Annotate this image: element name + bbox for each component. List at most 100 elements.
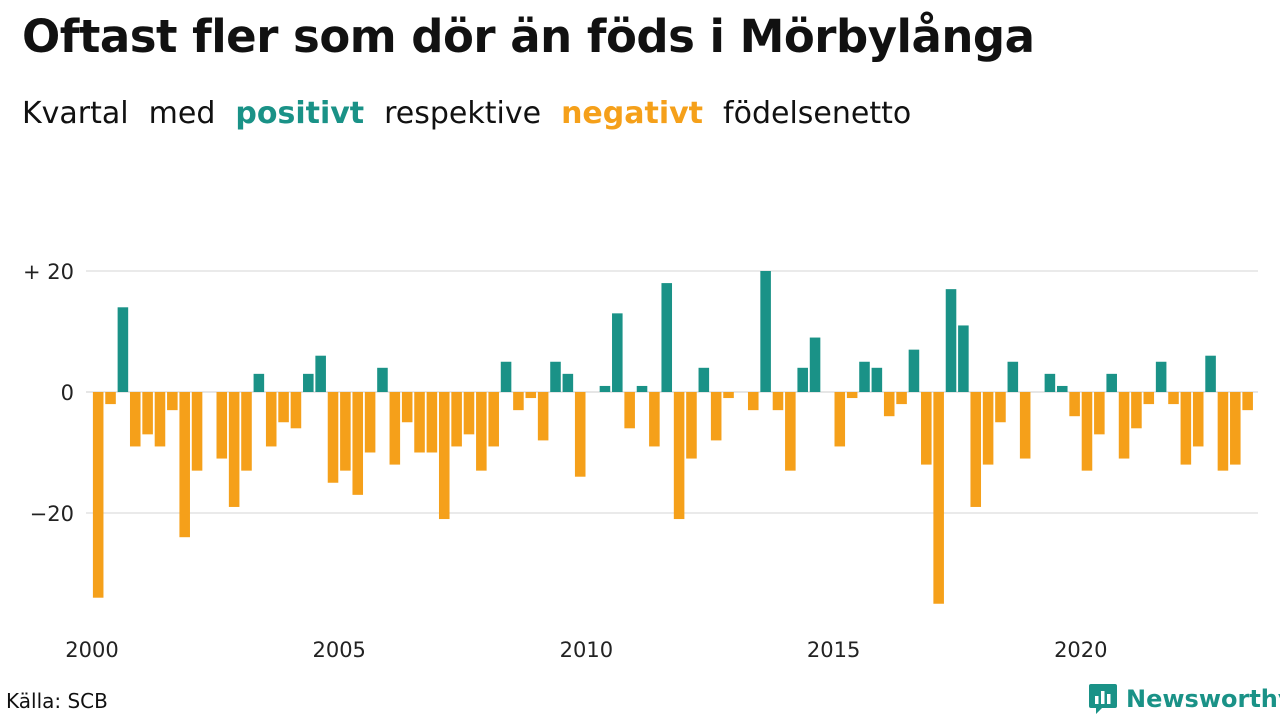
bar: [1106, 373, 1117, 392]
bar: [896, 392, 907, 405]
x-tick-label: 2010: [560, 638, 613, 662]
bar: [599, 385, 611, 392]
bar: [982, 392, 994, 465]
bar: [1155, 361, 1167, 392]
x-tick-label: 2020: [1054, 638, 1107, 662]
bar: [513, 392, 524, 411]
subtitle-word: respektive: [384, 96, 542, 131]
bar: [1180, 392, 1192, 465]
bar: [228, 392, 240, 507]
bar: [92, 392, 104, 598]
bar: [265, 392, 277, 447]
bar: [364, 392, 376, 453]
bar: [154, 392, 166, 447]
bar: [1081, 392, 1093, 471]
y-tick-label: + 20: [23, 260, 74, 284]
bar: [1131, 392, 1142, 429]
bar: [562, 373, 574, 392]
x-tick-label: 2000: [65, 638, 118, 662]
bar: [1205, 355, 1216, 392]
bar: [315, 355, 326, 392]
bar: [1069, 392, 1080, 417]
bar: [1118, 392, 1130, 459]
bar: [463, 392, 475, 435]
bar: [859, 361, 870, 392]
bar: [352, 392, 364, 495]
bar: [698, 367, 710, 392]
bar: [921, 392, 932, 465]
subtitle-word: Kvartal: [22, 96, 129, 131]
bar: [525, 392, 537, 399]
bar: [1007, 361, 1019, 392]
y-tick-label: 0: [61, 381, 74, 405]
bar: [747, 392, 759, 411]
bar: [142, 392, 153, 435]
bar: [241, 392, 252, 471]
bar: [1143, 392, 1155, 405]
bar: [649, 392, 660, 447]
bar: [488, 392, 499, 447]
bar: [883, 392, 895, 417]
bar: [970, 392, 982, 507]
bar: [129, 392, 141, 447]
bar: [624, 392, 635, 429]
bar: [834, 392, 846, 447]
bar: [340, 392, 351, 471]
bar: [661, 283, 673, 392]
legend-positive: positivt: [235, 96, 365, 131]
bar: [327, 392, 339, 483]
bar: [1217, 392, 1229, 471]
bar: [500, 361, 512, 392]
bar: [303, 373, 314, 392]
bar: [278, 392, 289, 423]
brand-logo: Newsworthy: [1088, 682, 1280, 716]
bar: [846, 392, 858, 399]
chart-subtitle: Kvartal med positivt respektive negativt föde…: [22, 96, 931, 131]
bar: [401, 392, 413, 423]
bar: [216, 392, 228, 459]
bar: [476, 392, 487, 471]
bar: [723, 392, 734, 399]
x-tick-label: 2015: [807, 638, 860, 662]
bar: [426, 392, 438, 453]
subtitle-word: med: [148, 96, 216, 131]
bar: [574, 392, 586, 477]
bar: [958, 325, 969, 392]
bar: [673, 392, 685, 520]
bar: [1242, 392, 1253, 411]
bar: [636, 385, 648, 392]
bar: [772, 392, 784, 411]
bar: [179, 392, 190, 538]
legend-negative: negativt: [561, 96, 704, 131]
bar: [1094, 392, 1105, 435]
bar: [945, 289, 957, 392]
subtitle-word: födelsenetto: [723, 96, 912, 131]
chart-title: Oftast fler som dör än föds i Mörbylånga: [22, 10, 1035, 63]
bar: [797, 367, 808, 392]
bar: [438, 392, 450, 520]
bar: [117, 307, 129, 392]
bar: [1056, 385, 1068, 392]
bar: [389, 392, 401, 465]
brand-name: Newsworthy: [1126, 685, 1280, 713]
bar: [1192, 392, 1204, 447]
bar: [1168, 392, 1179, 405]
bar: [377, 367, 388, 392]
bar: [908, 349, 920, 392]
bar: [933, 392, 944, 604]
bar: [995, 392, 1006, 423]
bar: [105, 392, 116, 405]
bar: [710, 392, 722, 441]
bar: [1044, 373, 1056, 392]
bar: [871, 367, 883, 392]
source-note: Källa: SCB: [6, 689, 108, 713]
bar: [191, 392, 203, 471]
bar: [1230, 392, 1241, 465]
bar: [1019, 392, 1031, 459]
newsworthy-logo-icon: [1089, 684, 1117, 714]
bar: [290, 392, 302, 429]
bar: [253, 373, 265, 392]
bar: [785, 392, 796, 471]
bar: [809, 337, 821, 392]
